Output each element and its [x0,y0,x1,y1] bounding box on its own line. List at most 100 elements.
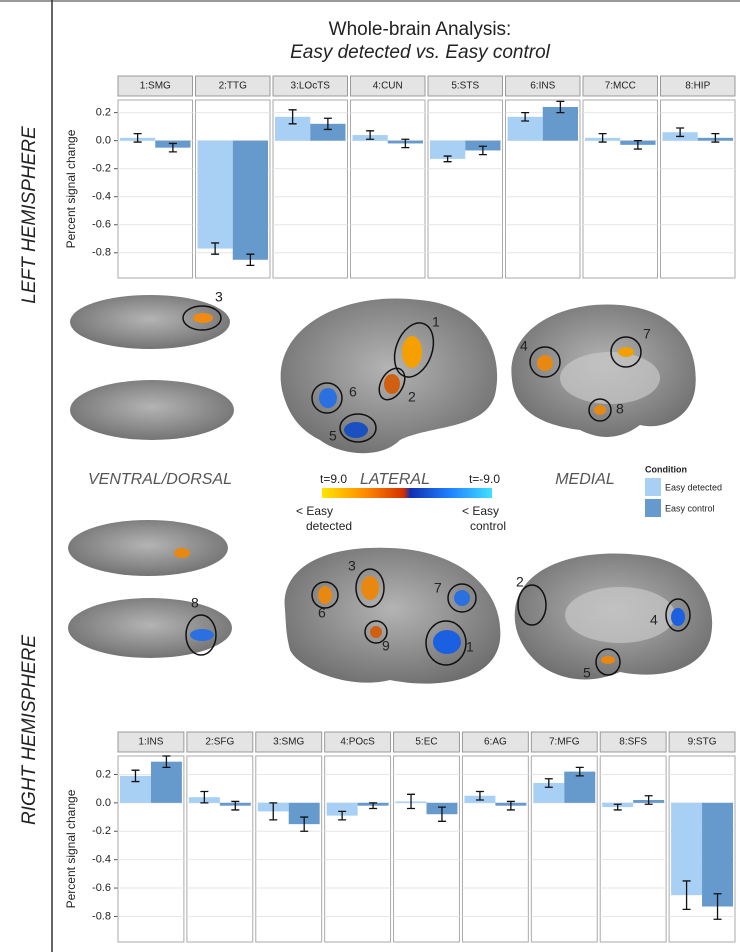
colorbar-label: t=9.0 [320,472,347,486]
roi-circle [355,568,385,608]
facet-panel [186,755,254,943]
blob [370,626,382,638]
legend-swatch [645,478,661,496]
y-tick-label: -0.2 [92,163,111,175]
roi-number: 6 [349,384,357,400]
facet-label: 5:STS [451,81,479,92]
bar [430,140,466,159]
facet-strip [530,731,598,753]
blob [190,629,214,641]
error-bar [131,769,140,783]
roi-circle [182,305,222,331]
y-tick-label: -0.4 [92,191,111,203]
roi-circle [595,648,621,676]
colorbar-label: < Easy [296,504,333,518]
roi-number: 9 [382,638,390,654]
roi-number: 1 [432,314,440,330]
view-label: MEDIAL [555,471,615,488]
roi-circle [364,620,388,644]
roi-circle [588,398,612,422]
error-bar [162,755,171,769]
blob [361,576,379,600]
roi-circle [529,346,561,378]
error-bar [443,155,452,163]
facet-panel [350,99,426,279]
facet-label: 9:STG [688,737,717,748]
error-bar [269,802,278,821]
blob [454,590,470,606]
brain-ventral [68,598,232,658]
bar [465,140,501,151]
y-axis-label: Percent signal change [64,129,78,248]
error-bar [682,880,691,910]
bar [275,116,311,141]
colorbar-label: < Easy [462,504,499,518]
facet-label: 2:TTG [219,81,248,92]
error-bar [401,138,410,149]
y-tick-label: -0.2 [92,825,111,837]
y-axis-label: Percent signal change [64,789,78,908]
blob [537,355,553,371]
blob [193,313,213,323]
facet-strip [117,75,193,97]
blob [601,656,615,664]
facet-label: 1:INS [138,737,163,748]
roi-circle [339,413,377,443]
facet-strip [599,731,667,753]
bar [671,802,703,896]
bar [232,140,268,260]
blob [671,608,685,626]
facet-panel [393,755,460,943]
error-bar [556,100,565,114]
brain-medial-core [565,587,675,643]
roi-circle [610,336,642,368]
roi-number: 8 [616,401,624,417]
error-bar [338,810,347,821]
error-bar [521,111,530,122]
error-bar [211,242,220,255]
bar [197,140,233,249]
facet-strip [668,731,736,753]
facet-label: 3:SMG [273,737,304,748]
colorbar-label: t=-9.0 [469,472,500,486]
roi-circle [425,620,467,666]
error-bar [300,816,309,832]
facet-label: 5:EC [415,737,437,748]
error-bar [676,127,685,138]
facet-label: 3:LOcTS [291,81,331,92]
facet-panel [599,755,667,943]
view-label: VENTRAL/DORSAL [88,471,232,488]
error-bar [323,117,332,131]
roi-number: 3 [215,289,223,305]
legend-entry: Easy detected [665,482,722,492]
view-label: LATERAL [360,471,430,488]
facet-label: 6:INS [530,81,555,92]
error-bar [478,145,487,156]
facet-strip [255,731,323,753]
facet-label: 7:MCC [605,81,636,92]
error-bar [288,109,297,125]
facet-label: 8:SFS [619,737,647,748]
roi-circle [665,598,691,632]
side-label: LEFT HEMISPHERE [19,126,40,304]
error-bar [200,790,209,804]
bar [310,123,346,141]
brain-left: 3 1 6 2 5 4 7 8 [70,289,696,454]
error-bar [133,132,142,143]
facet-panel [255,755,323,943]
roi-number: 7 [434,580,442,596]
blob [174,548,190,558]
error-bar [246,253,255,267]
roi-circle [378,367,406,401]
blob [433,630,461,654]
brain-ventral [70,380,234,440]
blob [344,422,368,438]
roi-number: 1 [466,639,474,655]
error-bar [711,132,720,143]
facet-panel [582,99,658,279]
facet-strip [393,731,460,753]
legend-entry: Easy control [665,503,715,513]
blob [319,388,337,408]
error-bar [598,132,607,143]
blob [384,374,400,394]
